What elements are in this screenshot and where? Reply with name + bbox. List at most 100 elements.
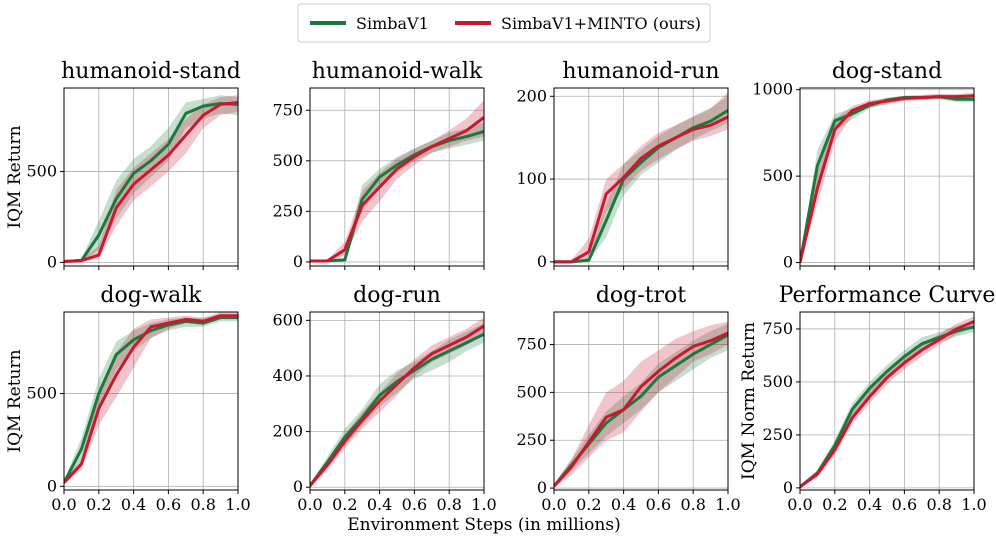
y-tick-label: 500 <box>516 382 547 401</box>
y-tick-label: 400 <box>272 366 303 385</box>
series-line-minto <box>64 314 238 484</box>
plot-area <box>800 93 974 263</box>
panel-8: 0.0 0.2 0.4 0.6 0.8 1.0 0 250 500 750 Performance … <box>739 283 995 514</box>
panel-title: Performance Curve <box>779 283 996 308</box>
x-tick-label: 1.0 <box>715 495 740 514</box>
axes-frame <box>553 87 729 267</box>
y-tick-label: 250 <box>516 430 547 449</box>
confidence-band-minto <box>554 321 728 489</box>
panel-title: dog-walk <box>100 283 202 308</box>
y-axis-label: IQM Return <box>5 349 25 452</box>
y-tick-label: 0 <box>47 252 57 271</box>
y-tick-label: 0 <box>537 478 547 497</box>
series-line-simba <box>64 316 238 484</box>
plot-area <box>310 100 484 263</box>
x-tick-label: 0.2 <box>86 495 111 514</box>
axes-frame <box>553 311 729 491</box>
confidence-band-simba <box>554 96 728 262</box>
y-tick-label: 600 <box>272 310 303 329</box>
panel-6: 0.0 0.2 0.4 0.6 0.8 1.0 0 200 400 600 dog-run <box>272 283 496 514</box>
series-line-minto <box>554 115 728 264</box>
legend: SimbaV1 SimbaV1+MINTO (ours) <box>297 3 711 43</box>
confidence-band-simba <box>64 95 238 263</box>
series-line-minto <box>64 101 238 263</box>
y-tick-label: 250 <box>272 201 303 220</box>
plot-area <box>310 317 484 488</box>
x-tick-label: 0.0 <box>51 495 76 514</box>
axes-frame <box>799 311 975 491</box>
series-line-simba <box>310 332 484 487</box>
panel-title: humanoid-walk <box>312 59 483 84</box>
confidence-band-minto <box>800 316 974 488</box>
x-axis-label: Environment Steps (in millions) <box>347 515 620 535</box>
panel-1: 0 500 humanoid-stand IQM Return <box>5 59 241 271</box>
y-tick-label: 1000 <box>752 80 793 99</box>
confidence-band-simba <box>554 323 728 489</box>
confidence-band-minto <box>64 95 238 263</box>
x-tick-label: 0.8 <box>926 495 951 514</box>
confidence-band-simba <box>64 313 238 485</box>
x-tick-label: 0.8 <box>436 495 461 514</box>
plot-area <box>554 92 728 264</box>
x-tick-label: 0.8 <box>680 495 705 514</box>
y-tick-label: 0 <box>783 253 793 272</box>
y-tick-label: 200 <box>272 422 303 441</box>
panel-title: humanoid-run <box>562 59 719 84</box>
panel-3: 0 100 200 humanoid-run <box>516 59 729 271</box>
confidence-band-minto <box>554 92 728 262</box>
x-tick-label: 1.0 <box>471 495 496 514</box>
series-line-minto <box>310 324 484 487</box>
plot-area <box>64 95 238 263</box>
axes-frame <box>63 311 239 491</box>
y-tick-label: 0 <box>537 252 547 271</box>
series-line-simba <box>800 95 974 263</box>
plot-area <box>800 316 974 489</box>
x-tick-label: 0.0 <box>297 495 322 514</box>
y-tick-label: 0 <box>47 476 57 495</box>
y-tick-label: 750 <box>762 319 793 338</box>
series-line-simba <box>310 130 484 263</box>
y-tick-label: 500 <box>272 151 303 170</box>
y-tick-label: 750 <box>516 335 547 354</box>
y-tick-label: 100 <box>516 169 547 188</box>
confidence-band-minto <box>64 312 238 485</box>
confidence-band-simba <box>310 323 484 488</box>
x-tick-label: 0.4 <box>367 495 392 514</box>
x-tick-label: 0.2 <box>332 495 357 514</box>
x-tick-label: 0.6 <box>156 495 181 514</box>
chart-panels: 0 500 humanoid-stand IQM Return 0 250 500 750 hu… <box>5 59 995 514</box>
x-tick-label: 0.0 <box>541 495 566 514</box>
legend-label-simba: SimbaV1 <box>356 14 429 33</box>
x-tick-label: 0.6 <box>646 495 671 514</box>
y-tick-label: 500 <box>762 372 793 391</box>
x-tick-label: 1.0 <box>961 495 986 514</box>
confidence-band-minto <box>310 100 484 262</box>
axes-frame <box>63 87 239 267</box>
legend-box <box>297 3 711 43</box>
series-line-minto <box>310 116 484 263</box>
series-line-minto <box>800 94 974 263</box>
y-axis-label: IQM Norm Return <box>739 322 759 480</box>
legend-label-minto: SimbaV1+MINTO (ours) <box>501 14 701 33</box>
y-tick-label: 0 <box>783 478 793 497</box>
panel-title: dog-stand <box>832 59 942 84</box>
panel-title: humanoid-stand <box>61 59 241 84</box>
y-tick-label: 200 <box>516 86 547 105</box>
x-tick-label: 0.0 <box>787 495 812 514</box>
series-line-minto <box>800 320 974 489</box>
panel-title: dog-run <box>353 283 441 308</box>
x-tick-label: 1.0 <box>225 495 250 514</box>
y-tick-label: 0 <box>293 477 303 496</box>
x-tick-label: 0.8 <box>190 495 215 514</box>
y-tick-label: 750 <box>272 100 303 119</box>
y-tick-label: 500 <box>26 384 57 403</box>
confidence-band-minto <box>310 317 484 488</box>
confidence-band-simba <box>800 94 974 263</box>
panel-title: dog-trot <box>596 283 686 308</box>
x-tick-label: 0.6 <box>402 495 427 514</box>
y-tick-label: 250 <box>762 425 793 444</box>
series-line-simba <box>64 101 238 263</box>
y-tick-label: 0 <box>293 252 303 271</box>
y-tick-label: 500 <box>26 162 57 181</box>
